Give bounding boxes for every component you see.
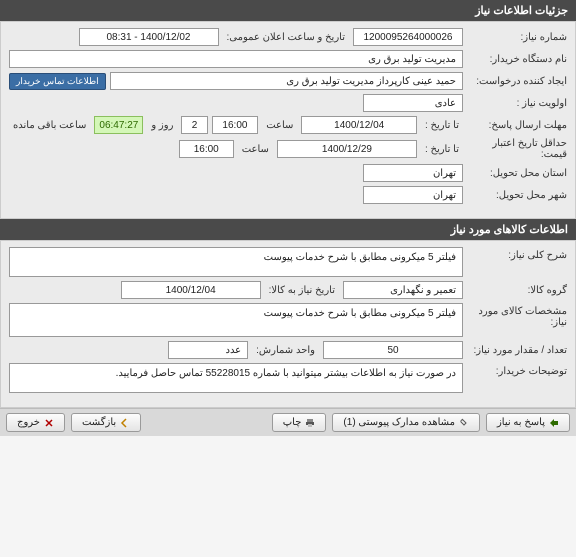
to-date-label-2: تا تاریخ : xyxy=(421,144,463,155)
time-label-2: ساعت xyxy=(238,144,273,155)
validity-time-field: 16:00 xyxy=(179,140,234,158)
need-no-label: شماره نیاز: xyxy=(467,32,567,43)
print-button[interactable]: چاپ xyxy=(272,413,327,432)
days-label: روز و xyxy=(147,120,177,131)
attachments-button-label: مشاهده مدارک پیوستی (1) xyxy=(343,417,455,428)
delivery-prov-field: تهران xyxy=(363,164,463,182)
buyer-org-field: مدیریت تولید برق ری xyxy=(9,50,463,68)
need-details-body: شماره نیاز: 1200095264000026 تاریخ و ساع… xyxy=(0,21,576,219)
goods-header: اطلاعات کالاهای مورد نیاز xyxy=(0,219,576,240)
print-icon xyxy=(305,418,315,428)
delivery-prov-label: استان محل تحویل: xyxy=(467,168,567,179)
delivery-city-field: تهران xyxy=(363,186,463,204)
requester-label: ایجاد کننده درخواست: xyxy=(467,76,567,87)
group-field: تعمیر و نگهداری xyxy=(343,281,463,299)
exit-button[interactable]: خروج xyxy=(6,413,65,432)
days-remain-field: 2 xyxy=(181,116,207,134)
button-bar: پاسخ به نیاز مشاهده مدارک پیوستی (1) چاپ… xyxy=(0,408,576,436)
print-button-label: چاپ xyxy=(283,417,302,428)
spec-label: مشخصات کالای مورد نیاز: xyxy=(467,303,567,328)
delivery-city-label: شهر محل تحویل: xyxy=(467,190,567,201)
priority-field: عادی xyxy=(363,94,463,112)
back-icon xyxy=(120,418,130,428)
announce-label: تاریخ و ساعت اعلان عمومی: xyxy=(223,32,350,43)
need-date-field: 1400/12/04 xyxy=(121,281,261,299)
need-date-label: تاریخ نیاز به کالا: xyxy=(265,285,339,296)
buyer-contact-button[interactable]: اطلاعات تماس خریدار xyxy=(9,73,106,90)
buyer-note-label: توضیحات خریدار: xyxy=(467,363,567,377)
to-date-label-1: تا تاریخ : xyxy=(421,120,463,131)
goods-body: شرح کلی نیاز: فیلتر 5 میکرونی مطابق با ش… xyxy=(0,240,576,408)
time-label-1: ساعت xyxy=(262,120,297,131)
exit-button-label: خروج xyxy=(17,417,40,428)
group-label: گروه کالا: xyxy=(467,285,567,296)
deadline-date-field: 1400/12/04 xyxy=(301,116,417,134)
unit-field: عدد xyxy=(168,341,248,359)
need-no-field: 1200095264000026 xyxy=(353,28,463,46)
announce-field: 1400/12/02 - 08:31 xyxy=(79,28,219,46)
spec-field: فیلتر 5 میکرونی مطابق با شرح خدمات پیوست xyxy=(9,303,463,337)
qty-field: 50 xyxy=(323,341,463,359)
remain-label: ساعت باقی مانده xyxy=(9,120,90,131)
exit-icon xyxy=(44,418,54,428)
buyer-note-field: در صورت نیاز به اطلاعات بیشتر میتوانید ب… xyxy=(9,363,463,393)
qty-label: تعداد / مقدار مورد نیاز: xyxy=(467,345,567,356)
reply-icon xyxy=(549,418,559,428)
requester-field: حمید عینی کارپرداز مدیریت تولید برق ری xyxy=(110,72,463,90)
reply-button[interactable]: پاسخ به نیاز xyxy=(486,413,570,432)
priority-label: اولویت نیاز : xyxy=(467,98,567,109)
attachment-icon xyxy=(459,418,469,428)
countdown-field: 06:47:27 xyxy=(94,116,143,134)
back-button-label: بازگشت xyxy=(82,417,116,428)
deadline-label: مهلت ارسال پاسخ: xyxy=(467,120,567,131)
validity-date-field: 1400/12/29 xyxy=(277,140,417,158)
reply-button-label: پاسخ به نیاز xyxy=(497,417,545,428)
deadline-time-field: 16:00 xyxy=(212,116,259,134)
buyer-org-label: نام دستگاه خریدار: xyxy=(467,54,567,65)
attachments-button[interactable]: مشاهده مدارک پیوستی (1) xyxy=(332,413,480,432)
back-button[interactable]: بازگشت xyxy=(71,413,141,432)
validity-label: حداقل تاریخ اعتبار قیمت: xyxy=(467,138,567,160)
need-details-header: جزئیات اطلاعات نیاز xyxy=(0,0,576,21)
unit-label: واحد شمارش: xyxy=(252,345,319,356)
summary-field: فیلتر 5 میکرونی مطابق با شرح خدمات پیوست xyxy=(9,247,463,277)
summary-label: شرح کلی نیاز: xyxy=(467,247,567,261)
